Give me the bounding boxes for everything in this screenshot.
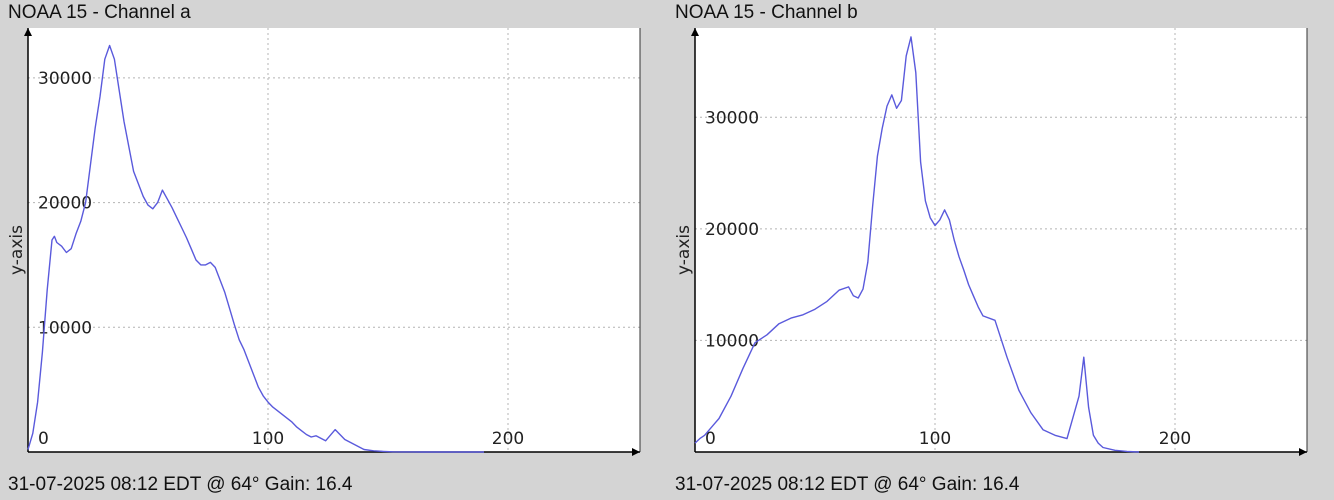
plot-area: 0 100 200 10000 20000 30000 y-axis: [674, 28, 1308, 456]
y-tick-label: 10000: [38, 318, 92, 338]
chart-panel-b: NOAA 15 - Channel b 0 100 200 10000 20000 300…: [667, 0, 1327, 500]
x-tick-label: 200: [1159, 429, 1191, 449]
x-tick-label: 0: [38, 429, 49, 449]
x-tick-label: 0: [705, 429, 716, 449]
y-tick-label: 10000: [705, 331, 759, 351]
x-axis-arrow: [632, 448, 640, 456]
y-axis-label: y-axis: [7, 225, 27, 275]
x-tick-label: 100: [252, 429, 284, 449]
y-axis-label: y-axis: [674, 225, 694, 275]
y-axis-arrow: [24, 28, 32, 36]
series-line: [694, 36, 1140, 453]
x-tick-label: 200: [492, 429, 524, 449]
y-tick-label: 20000: [705, 220, 759, 240]
y-tick-label: 30000: [705, 108, 759, 128]
chart-panel-a: NOAA 15 - Channel a 0 100 200 10000 20000 300…: [0, 0, 660, 500]
x-tick-label: 100: [919, 429, 951, 449]
y-tick-label: 30000: [38, 69, 92, 89]
chart-title: NOAA 15 - Channel b: [675, 2, 858, 23]
y-tick-label: 20000: [38, 194, 92, 214]
plot-background: [28, 28, 640, 452]
chart-footer: 31-07-2025 08:12 EDT @ 64° Gain: 16.4: [675, 474, 1020, 495]
chart-title: NOAA 15 - Channel a: [8, 2, 191, 23]
chart-footer: 31-07-2025 08:12 EDT @ 64° Gain: 16.4: [8, 474, 353, 495]
x-axis-arrow: [1299, 448, 1307, 456]
plot-area: 0 100 200 10000 20000 30000 y-axis: [7, 28, 641, 456]
series-line: [27, 44, 484, 453]
y-axis-arrow: [691, 28, 699, 36]
plot-background: [695, 28, 1307, 452]
